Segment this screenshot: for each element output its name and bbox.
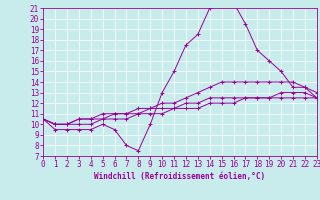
X-axis label: Windchill (Refroidissement éolien,°C): Windchill (Refroidissement éolien,°C) <box>94 172 266 181</box>
